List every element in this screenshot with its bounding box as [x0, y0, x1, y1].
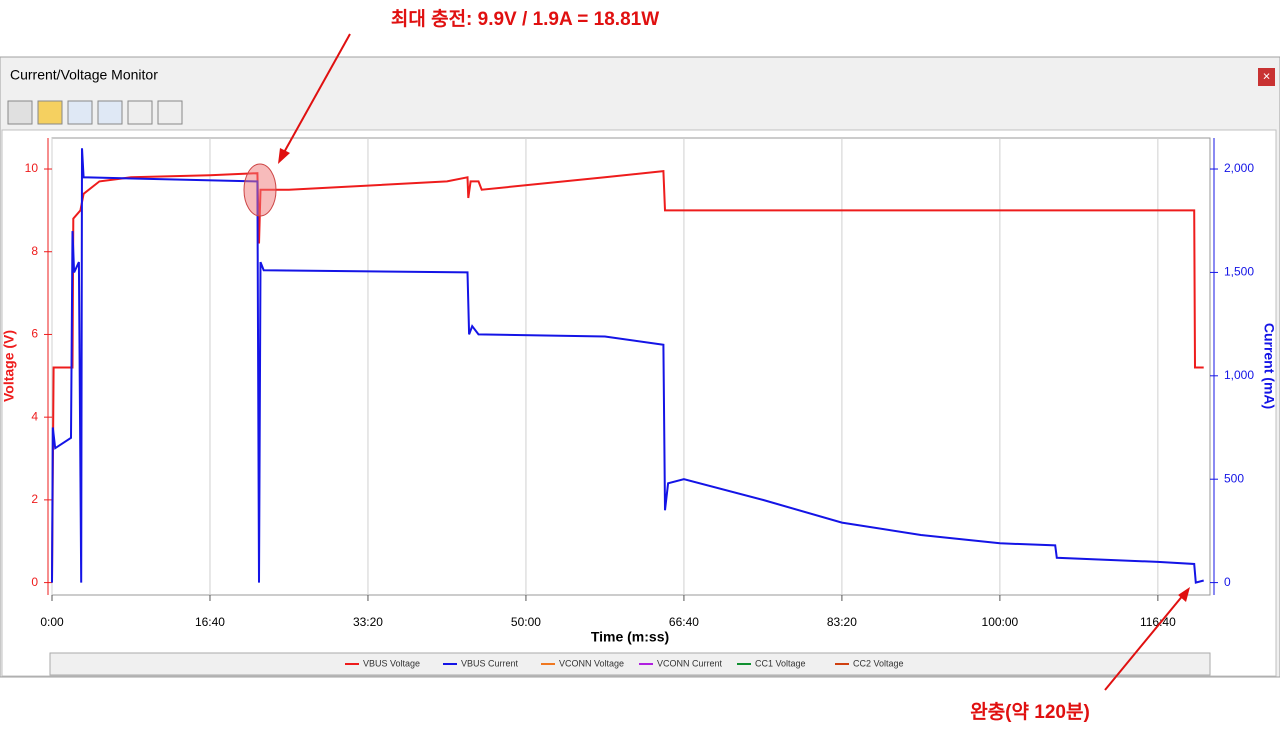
window-title: Current/Voltage Monitor — [10, 67, 158, 83]
arrow — [1104, 593, 1185, 691]
x-tick-label: 83:20 — [827, 615, 857, 629]
close-button[interactable] — [1258, 68, 1275, 86]
legend — [49, 652, 1211, 676]
arrow-head — [278, 148, 290, 164]
legend-label: VCONN Voltage — [559, 658, 624, 668]
y-tick-label: 6 — [31, 327, 38, 341]
series-line — [51, 148, 1204, 584]
legend-label: VCONN Current — [657, 658, 723, 668]
y2-tick-label: 0 — [1224, 575, 1231, 589]
x-tick-label: 116:40 — [1140, 615, 1176, 629]
legend-label: CC2 Voltage — [853, 658, 904, 668]
x-tick-label: 16:40 — [195, 615, 225, 629]
tool-button[interactable] — [157, 100, 183, 125]
y-tick-label: 8 — [31, 244, 38, 258]
x-tick-label: 50:00 — [511, 615, 541, 629]
legend-label: VBUS Current — [461, 658, 519, 668]
tool-button[interactable] — [97, 100, 123, 125]
y2-axis-label: Current (mA) — [1261, 323, 1277, 409]
tool-button[interactable] — [37, 100, 63, 125]
legend-label: VBUS Voltage — [363, 658, 420, 668]
close-icon: × — [1263, 68, 1271, 83]
series-line — [51, 169, 1204, 583]
y2-tick-label: 1,500 — [1224, 265, 1254, 279]
y-axis-label: Voltage (V) — [1, 330, 17, 402]
arrow — [281, 33, 351, 157]
y-tick-label: 2 — [31, 492, 38, 506]
plot: 0:00 16:40 33:20 50:00 66:40 83:20 100:00 116:4… — [25, 138, 1254, 629]
y-tick-label: 4 — [31, 409, 38, 423]
x-tick-label: 33:20 — [353, 615, 383, 629]
y-tick-label: 10 — [25, 161, 39, 175]
x-tick-label: 0:00 — [40, 615, 64, 629]
x-tick-label: 66:40 — [669, 615, 699, 629]
y-tick-label: 0 — [31, 575, 38, 589]
tool-button[interactable] — [127, 100, 153, 125]
annotation: 최대 충전: 9.9V / 1.9A = 18.81W — [391, 8, 659, 30]
x-tick-label: 100:00 — [982, 615, 1019, 629]
plot-area — [51, 137, 1211, 596]
arrow-head — [1178, 587, 1190, 602]
y2-tick-label: 1,000 — [1224, 368, 1254, 382]
y2-tick-label: 2,000 — [1224, 161, 1254, 175]
highlight — [243, 163, 277, 217]
tool-button[interactable] — [67, 100, 93, 125]
tool-button[interactable] — [7, 100, 33, 125]
x-axis-label: Time (m:ss) — [591, 629, 669, 645]
toolbar — [7, 100, 183, 125]
y2-tick-label: 500 — [1224, 471, 1244, 485]
legend-items: VBUS Voltage VBUS Current VCONN Voltage VCO… — [345, 658, 904, 668]
legend-label: CC1 Voltage — [755, 658, 806, 668]
annotation: 완충(약 120분) — [970, 701, 1090, 723]
